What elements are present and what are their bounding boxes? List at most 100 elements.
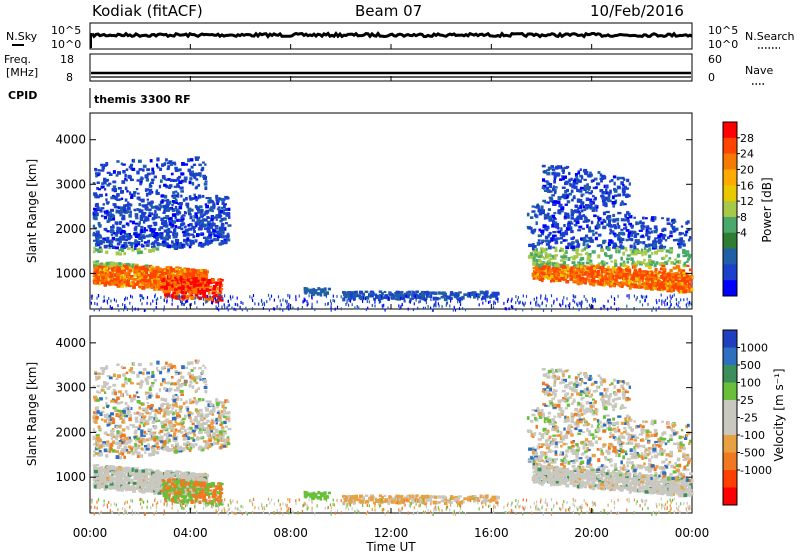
power-point xyxy=(199,219,203,223)
power-point xyxy=(541,186,545,189)
power-point xyxy=(554,221,558,224)
power-point xyxy=(147,225,152,228)
power-noise-point xyxy=(431,308,434,312)
power-point xyxy=(683,233,688,237)
power-point xyxy=(648,243,651,246)
power-point xyxy=(106,178,109,182)
power-point xyxy=(583,208,587,212)
power-point xyxy=(688,275,692,278)
power-point xyxy=(565,212,570,216)
power-point xyxy=(147,239,150,244)
power-noise-point xyxy=(267,293,270,297)
power-point xyxy=(120,276,125,280)
power-point xyxy=(303,287,307,291)
power-point xyxy=(570,256,575,259)
power-point xyxy=(657,277,660,280)
colorbar-tick-label: 4 xyxy=(740,227,747,240)
power-point xyxy=(202,293,207,298)
power-point xyxy=(170,179,173,182)
power-noise-point xyxy=(515,295,517,299)
power-noise-point xyxy=(219,296,221,300)
power-point xyxy=(634,284,638,288)
power-point xyxy=(563,224,566,228)
power-point xyxy=(616,185,621,190)
power-noise-point xyxy=(658,299,660,302)
power-noise-point xyxy=(109,305,111,309)
power-point xyxy=(623,282,628,285)
power-point xyxy=(618,249,621,254)
power-point xyxy=(145,192,149,197)
power-point xyxy=(541,164,546,168)
power-point xyxy=(106,171,111,174)
power-point xyxy=(209,239,214,242)
power-point xyxy=(669,247,673,250)
power-noise-point xyxy=(607,307,609,311)
power-noise-point xyxy=(661,299,663,303)
power-noise-point xyxy=(177,305,179,309)
power-point xyxy=(151,167,155,171)
power-point xyxy=(599,283,604,286)
power-point xyxy=(437,291,441,295)
power-point xyxy=(534,253,538,257)
power-noise-point xyxy=(332,299,334,302)
power-noise-point xyxy=(572,299,574,303)
power-point xyxy=(184,271,189,275)
power-noise-point xyxy=(279,307,281,311)
power-noise-point xyxy=(407,307,409,311)
power-point xyxy=(585,171,589,175)
power-point xyxy=(570,208,573,213)
power-point xyxy=(554,254,558,257)
power-point xyxy=(596,271,600,274)
power-point xyxy=(186,280,189,284)
beam-title: Beam 07 xyxy=(355,2,422,20)
power-noise-point xyxy=(137,307,139,311)
power-point xyxy=(96,195,100,199)
power-point xyxy=(138,198,141,201)
power-point xyxy=(644,262,648,266)
power-point xyxy=(576,277,580,281)
power-point xyxy=(587,188,591,191)
power-point xyxy=(653,280,657,283)
power-point xyxy=(194,239,198,243)
power-point xyxy=(193,193,196,197)
power-point xyxy=(163,194,168,199)
power-point xyxy=(171,287,174,290)
power-point xyxy=(538,228,542,232)
power-point xyxy=(532,261,536,265)
power-point xyxy=(188,290,192,295)
power-point xyxy=(220,240,224,244)
power-point xyxy=(573,218,577,223)
power-point xyxy=(572,182,576,186)
power-point xyxy=(682,271,686,275)
power-point xyxy=(124,173,127,178)
power-point xyxy=(164,290,169,293)
power-point xyxy=(650,260,655,264)
power-noise-point xyxy=(403,295,405,299)
power-point xyxy=(130,235,133,239)
power-point xyxy=(222,241,226,244)
power-point xyxy=(560,276,566,279)
power-point xyxy=(565,227,570,231)
power-point xyxy=(187,223,190,227)
power-point xyxy=(155,205,158,209)
power-point xyxy=(105,239,110,242)
power-point xyxy=(609,192,612,195)
power-point xyxy=(109,215,112,218)
power-point xyxy=(616,222,619,226)
power-point xyxy=(216,230,221,235)
power-point xyxy=(194,288,200,291)
power-point xyxy=(538,242,543,245)
power-point xyxy=(552,256,557,260)
power-point xyxy=(545,186,549,191)
power-point xyxy=(555,225,558,229)
power-point xyxy=(121,269,125,273)
power-noise-point xyxy=(202,302,205,306)
power-noise-point xyxy=(282,298,284,302)
power-point xyxy=(165,272,169,275)
y-tick-label: 4000 xyxy=(55,133,86,147)
power-point xyxy=(113,268,116,272)
power-noise-point xyxy=(261,303,264,306)
power-point xyxy=(689,287,694,292)
power-point xyxy=(112,280,117,285)
power-noise-point xyxy=(303,297,305,301)
